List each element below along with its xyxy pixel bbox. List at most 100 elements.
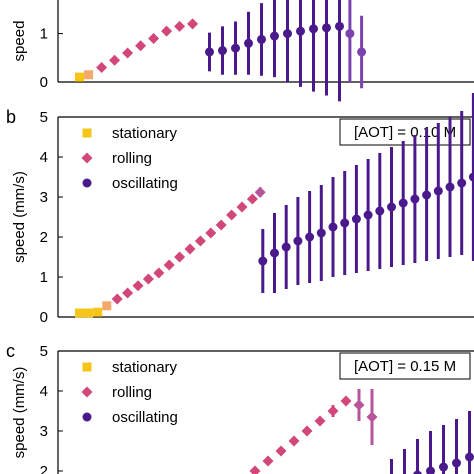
panel-2-point-rolling	[194, 235, 206, 247]
panel-3-point-rolling	[366, 411, 378, 423]
panel-2-point-stationary	[93, 307, 103, 317]
panel-3-annotation-text: [AOT] = 0.15 M	[354, 358, 456, 375]
panel-3-point-oscillating	[439, 462, 448, 472]
panel-2-point-oscillating	[305, 232, 315, 242]
panel-2-point-oscillating	[422, 190, 432, 200]
panel-2-y-tick-label: 1	[40, 269, 48, 286]
panel-2-point-rolling	[174, 251, 186, 263]
panel-2-y-tick-label: 2	[40, 229, 48, 246]
panel-3-point-oscillating	[452, 458, 461, 468]
panel-3-y-tick-label: 2	[40, 463, 48, 474]
panel-2-point-rolling	[132, 280, 144, 292]
panel-2-point-rolling	[236, 201, 248, 213]
panel-2-point-oscillating	[340, 218, 350, 228]
panel-3-y-tick-label: 4	[40, 383, 48, 400]
panel-2-point-oscillating	[457, 178, 467, 188]
panel-2-point-rolling	[122, 287, 134, 299]
panel-2-point-stationary	[75, 308, 84, 318]
panel-1-point-oscillating	[345, 29, 355, 39]
panel-2-point-rolling	[111, 293, 123, 305]
panel-1-point-oscillating	[296, 26, 305, 36]
panel-3-point-oscillating	[413, 470, 422, 474]
panel-1-point-oscillating	[322, 23, 331, 33]
panel-2-panel-label: b	[6, 107, 16, 127]
panel-1-point-stationary	[84, 70, 94, 80]
panel-2-legend-marker-oscillating	[82, 178, 92, 188]
panel-1-point-rolling	[135, 40, 147, 52]
panel-2-point-oscillating	[363, 210, 373, 220]
panel-2-point-rolling	[184, 243, 196, 255]
panel-3-legend-label-stationary: stationary	[112, 359, 178, 376]
panel-2-point-rolling	[142, 273, 154, 285]
panel-2-point-stationary	[84, 308, 94, 318]
panel-2-point-oscillating	[270, 248, 279, 258]
panel-2-point-oscillating	[375, 206, 385, 216]
panel-3-y-tick-label: 5	[40, 343, 48, 360]
panel-1-point-oscillating	[309, 24, 318, 34]
panel-3-legend-label-rolling: rolling	[112, 384, 152, 401]
panel-3-panel-label: c	[6, 341, 15, 361]
panel-2-legend-label-stationary: stationary	[112, 125, 178, 142]
panel-1-point-rolling	[122, 47, 134, 59]
panel-2-point-oscillating	[281, 242, 291, 252]
panel-3-y-axis-label: speed (mm/s)	[11, 367, 28, 459]
panel-2-annotation-text: [AOT] = 0.10 M	[354, 124, 456, 141]
panel-2-legend-marker-rolling	[81, 152, 93, 164]
panel-1-point-oscillating	[231, 43, 240, 53]
panel-2-legend-label-oscillating: oscillating	[112, 175, 178, 192]
panel-3-point-rolling	[353, 399, 365, 411]
panel-2-legend-label-rolling: rolling	[112, 150, 152, 167]
panel-2-point-oscillating	[433, 186, 443, 196]
panel-2-point-rolling	[226, 209, 238, 221]
panel-3-point-rolling	[288, 435, 300, 447]
panel-2-annotation-box	[339, 118, 471, 146]
panel-2-y-tick-label: 3	[40, 189, 48, 206]
panel-2-y-tick-label: 0	[40, 309, 48, 326]
panel-3-point-rolling	[314, 415, 326, 427]
panel-2-y-tick-label: 4	[40, 149, 48, 166]
panel-3-y-tick-label: 3	[40, 423, 48, 440]
panel-3-point-rolling	[327, 405, 339, 417]
panel-2-point-oscillating	[258, 256, 268, 266]
panel-3-legend-marker-oscillating	[82, 412, 92, 422]
panel-2-point-oscillating	[468, 172, 474, 182]
panel-1-point-stationary	[75, 72, 84, 82]
panel-1-point-oscillating	[283, 29, 292, 39]
panel-3-point-rolling	[340, 395, 352, 407]
panel-1-point-rolling	[109, 54, 121, 66]
panel-3-legend-marker-stationary	[82, 362, 92, 372]
panel-2-point-oscillating	[398, 198, 408, 208]
panel-2-point-rolling	[205, 227, 217, 239]
panel-3-point-rolling	[301, 425, 313, 437]
panel-1-y-tick-label: 1	[40, 26, 48, 43]
panel-1-point-rolling	[174, 20, 186, 32]
panel-2-y-axis-label: speed (mm/s)	[11, 171, 28, 263]
panel-3-point-oscillating	[426, 466, 435, 474]
panel-1-point-oscillating	[257, 34, 266, 44]
panel-2-y-tick-label: 5	[40, 109, 48, 126]
panel-1-point-rolling	[187, 18, 199, 30]
panel-1-point-oscillating	[218, 46, 227, 56]
panel-3-annotation-box	[339, 352, 471, 380]
panel-2-point-rolling	[215, 219, 227, 231]
panel-2-point-oscillating	[316, 228, 326, 238]
panel-2-point-stationary	[102, 301, 112, 311]
panel-2-point-oscillating	[387, 202, 396, 212]
panel-1-point-rolling	[161, 25, 173, 37]
panel-3-point-rolling	[262, 455, 274, 467]
panel-1-point-rolling	[148, 32, 160, 44]
panel-3-legend-label-oscillating: oscillating	[112, 409, 178, 426]
panel-1-point-oscillating	[335, 21, 344, 31]
panel-2-point-oscillating	[328, 222, 338, 232]
panel-2-point-oscillating	[293, 236, 303, 246]
panel-1-point-oscillating	[357, 47, 367, 57]
panel-1-point-rolling	[96, 61, 108, 73]
panel-2-point-oscillating	[410, 194, 420, 204]
panel-2-point-rolling	[246, 193, 258, 205]
panel-2-point-oscillating	[351, 214, 361, 224]
panel-2-point-rolling	[254, 186, 266, 198]
panel-2-legend-marker-stationary	[82, 128, 92, 138]
panel-2-point-rolling	[153, 267, 165, 279]
panel-1-y-axis-label: speed	[11, 21, 28, 62]
